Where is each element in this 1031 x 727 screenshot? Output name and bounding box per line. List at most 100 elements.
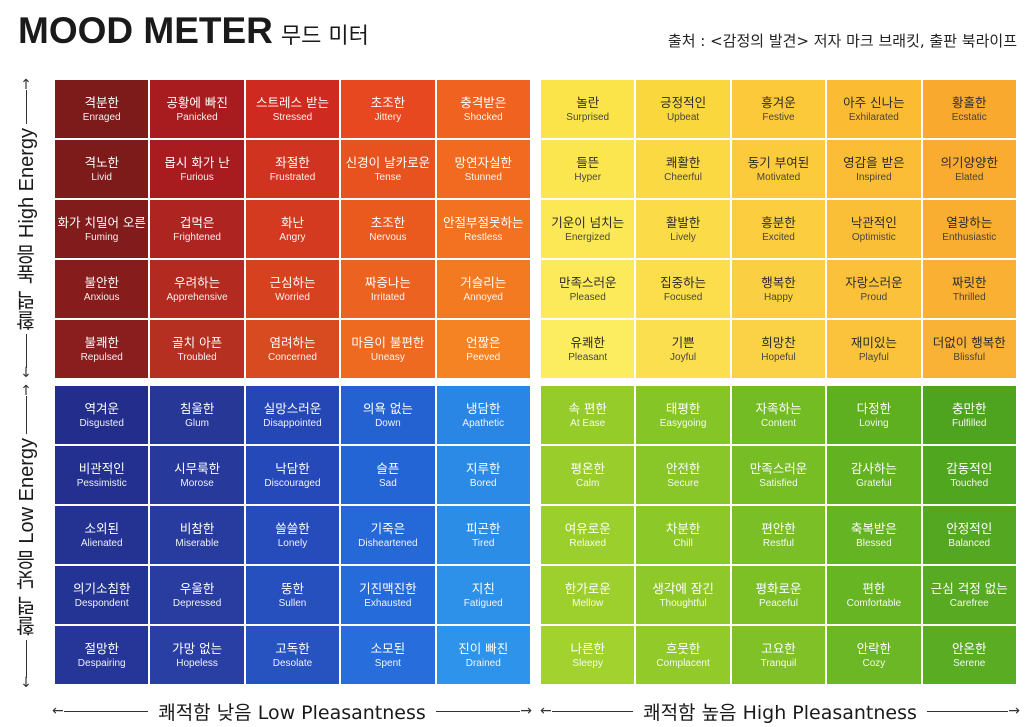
mood-label-ko: 우려하는 (174, 274, 221, 290)
mood-cell: 고독한 Desolate (245, 626, 340, 684)
arrow-right-icon: → (1008, 703, 1021, 719)
mood-label-ko: 속 편한 (568, 400, 607, 416)
quadrant-blue: 역겨운 Disgusted 침울한 Glum 실망스러운 Disappointed 의욕 없… (55, 386, 530, 684)
mood-label-ko: 안락한 (856, 640, 892, 656)
mood-label-ko: 실망스러운 (263, 400, 322, 416)
mood-label-en: Desolate (272, 657, 313, 669)
x-axis-low-pleasantness: ← 쾌적함 낮음 Low Pleasantness → (52, 699, 532, 724)
mood-cell: 낙관적인 Optimistic (827, 200, 921, 258)
axis-line (435, 710, 521, 712)
mood-label-ko: 행복한 (761, 274, 796, 290)
mood-label-en: Apprehensive (166, 291, 228, 303)
mood-label-ko: 충격받은 (460, 94, 507, 110)
mood-label-ko: 언짢은 (466, 334, 501, 350)
mood-label-ko: 의기소침한 (72, 580, 131, 596)
mood-cell: 자족하는 Content (731, 386, 826, 444)
mood-label-en: Enraged (82, 111, 121, 123)
mood-cell: 아주 신나는 Exhilarated (827, 80, 921, 138)
mood-label-ko: 한가로운 (564, 580, 611, 596)
mood-cell: 화가 치밀어 오른 Fuming (55, 200, 149, 258)
mood-label-en: Drained (465, 657, 501, 669)
mood-label-en: Balanced (948, 537, 991, 549)
mood-cell: 감동적인 Touched (922, 446, 1016, 504)
mood-label-en: Repulsed (80, 351, 123, 363)
mood-label-en: Despairing (77, 657, 126, 669)
mood-cell: 만족스러운 Satisfied (731, 446, 826, 504)
mood-label-en: Glum (185, 417, 210, 429)
quadrant-red: 격분한 Enraged 공황에 빠진 Panicked 스트레스 받는 Stressed 초… (55, 80, 530, 378)
low-energy-label: 활력 낮음 Low Energy (12, 434, 41, 640)
mood-label-ko: 태평한 (665, 400, 701, 416)
mood-cell: 진이 빠진 Drained (436, 626, 530, 684)
mood-label-ko: 냉담한 (466, 400, 501, 416)
mood-label-en: Panicked (176, 111, 218, 123)
mood-label-en: Inspired (856, 171, 892, 183)
mood-label-en: Sad (378, 477, 397, 489)
mood-cell: 언짢은 Peeved (436, 320, 530, 378)
mood-label-ko: 짜릿한 (952, 274, 987, 290)
arrow-up-icon: ↑ (20, 77, 32, 93)
high-energy-label-ko: 활력 높음 (14, 244, 39, 331)
mood-label-en: Hyper (574, 171, 602, 183)
mood-label-en: Restless (464, 231, 503, 243)
arrow-left-icon: ← (52, 703, 64, 719)
axis-line (25, 396, 27, 434)
arrow-left-icon: ← (540, 703, 552, 719)
mood-label-ko: 염려하는 (269, 334, 316, 350)
mood-label-en: Carefree (949, 597, 989, 609)
mood-label-en: Pessimistic (76, 477, 127, 489)
mood-cell: 충만한 Fulfilled (922, 386, 1016, 444)
mood-label-ko: 격분한 (84, 94, 119, 110)
mood-label-en: Serene (953, 657, 986, 669)
mood-label-en: Hopeful (761, 351, 796, 363)
mood-cell: 시무룩한 Morose (150, 446, 244, 504)
mood-label-en: Sleepy (572, 657, 603, 669)
axis-line (63, 710, 149, 712)
mood-cell: 마음이 불편한 Uneasy (341, 320, 435, 378)
mood-cell: 초조한 Nervous (341, 200, 435, 258)
mood-cell: 냉담한 Apathetic (436, 386, 530, 444)
mood-cell: 재미있는 Playful (827, 320, 921, 378)
mood-cell: 스트레스 받는 Stressed (245, 80, 340, 138)
mood-cell: 활발한 Lively (636, 200, 730, 258)
mood-label-ko: 흥분한 (761, 214, 796, 230)
mood-cell: 안정적인 Balanced (922, 506, 1016, 564)
mood-label-ko: 고독한 (275, 640, 310, 656)
mood-label-ko: 스트레스 받는 (255, 94, 329, 110)
mood-cell: 골치 아픈 Troubled (150, 320, 244, 378)
mood-label-en: Cheerful (664, 171, 702, 183)
mood-label-ko: 근심하는 (269, 274, 316, 290)
page-title: MOOD METER 무드 미터 (18, 10, 369, 52)
mood-label-ko: 안온한 (952, 640, 987, 656)
mood-label-ko: 흥겨운 (761, 94, 796, 110)
mood-label-ko: 평화로운 (755, 580, 802, 596)
mood-cell: 고요한 Tranquil (731, 626, 826, 684)
mood-label-ko: 감동적인 (946, 460, 993, 476)
mood-cell: 편한 Comfortable (827, 566, 921, 624)
mood-label-ko: 황홀한 (952, 94, 987, 110)
mood-label-ko: 초조한 (370, 94, 406, 110)
mood-label-en: Pleased (569, 291, 606, 303)
mood-label-en: Blessed (856, 537, 892, 549)
mood-cell: 안온한 Serene (922, 626, 1016, 684)
mood-cell: 기죽은 Disheartened (341, 506, 435, 564)
mood-label-en: Hopeless (176, 657, 218, 669)
mood-label-ko: 자족하는 (755, 400, 802, 416)
mood-label-ko: 만족스러운 (749, 460, 808, 476)
mood-cell: 안전한 Secure (636, 446, 730, 504)
mood-label-en: Despondent (74, 597, 129, 609)
mood-label-ko: 비관적인 (78, 460, 125, 476)
mood-label-en: Down (375, 417, 401, 429)
mood-label-ko: 다정한 (856, 400, 892, 416)
mood-cell: 비참한 Miserable (150, 506, 244, 564)
mood-label-ko: 집중하는 (660, 274, 707, 290)
mood-label-ko: 몹시 화가 난 (164, 154, 230, 170)
axis-line (551, 710, 634, 712)
mood-cell: 안절부절못하는 Restless (436, 200, 530, 258)
mood-label-en: Motivated (756, 171, 801, 183)
mood-label-en: Bored (469, 477, 497, 489)
mood-label-en: Ecstatic (951, 111, 987, 123)
mood-cell: 짜증나는 Irritated (341, 260, 435, 318)
mood-label-ko: 기진맥진한 (359, 580, 417, 596)
mood-label-en: Depressed (172, 597, 222, 609)
